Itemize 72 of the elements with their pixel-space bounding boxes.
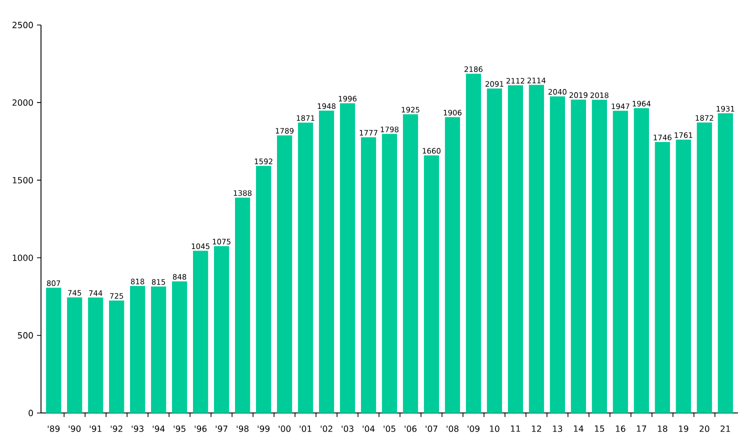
y-tick-label: 1500 [12, 176, 33, 184]
bar [67, 297, 82, 413]
bar [193, 250, 208, 413]
y-tick-label: 1000 [12, 254, 33, 261]
bar [46, 288, 62, 413]
x-tick-label: '92 [110, 426, 122, 432]
x-tick-label: '89 [48, 426, 60, 432]
x-tick-label: '91 [90, 426, 102, 432]
bar [298, 122, 314, 413]
bar [444, 117, 460, 413]
x-tick-label: '94 [152, 426, 165, 432]
x-tick-label: 21 [720, 426, 730, 432]
bar [88, 298, 104, 413]
x-tick-label: 17 [636, 426, 646, 432]
bar [676, 140, 691, 413]
y-tick-label: 2000 [12, 99, 33, 106]
bar [612, 110, 628, 413]
bar [172, 281, 188, 413]
bar [318, 110, 334, 413]
x-tick-label: '09 [468, 426, 480, 432]
bar [696, 122, 712, 413]
x-tick-label: 14 [574, 426, 584, 432]
y-tick-label: 500 [18, 332, 33, 339]
x-tick-label: 15 [595, 426, 604, 432]
bar [130, 286, 146, 413]
x-tick-label: '04 [362, 426, 375, 432]
bar [634, 108, 649, 413]
x-tick-label: '08 [446, 426, 458, 432]
bar [466, 74, 482, 413]
bar [550, 96, 566, 413]
bar [214, 246, 230, 413]
bar [340, 103, 356, 413]
x-tick-label: 10 [490, 426, 500, 432]
x-tick-label: '93 [132, 426, 144, 432]
x-tick-label: '05 [384, 426, 396, 432]
y-tick-label: 2500 [12, 22, 33, 28]
x-tick-label: '00 [278, 426, 291, 432]
x-tick-label: 13 [553, 426, 562, 432]
x-tick-label: '98 [236, 426, 249, 432]
x-tick-label: '99 [258, 426, 270, 432]
x-tick-label: '02 [320, 426, 332, 432]
bar [718, 113, 733, 413]
x-tick-label: '01 [300, 426, 312, 432]
x-tick-label: 16 [616, 426, 626, 432]
bar [402, 114, 418, 413]
bar [654, 142, 670, 413]
bar [424, 155, 440, 413]
bar [592, 100, 608, 413]
bar [276, 135, 292, 413]
bar [382, 134, 398, 413]
bar [570, 100, 586, 413]
bar [234, 198, 250, 413]
bar [151, 286, 166, 413]
bar [256, 166, 272, 413]
x-tick-label: 19 [678, 426, 688, 432]
y-tick-label: 0 [28, 410, 33, 416]
bar [486, 88, 502, 413]
bar [360, 137, 376, 413]
x-tick-label: 11 [511, 426, 520, 432]
x-tick-label: 18 [658, 426, 668, 432]
x-tick-label: '96 [194, 426, 207, 432]
bar [528, 84, 544, 413]
x-tick-label: '03 [342, 426, 354, 432]
bar [508, 85, 524, 413]
x-tick-label: 20 [700, 426, 710, 432]
x-tick-label: '07 [426, 426, 438, 432]
x-tick-label: '97 [216, 426, 228, 432]
x-tick-label: '95 [174, 426, 186, 432]
x-tick-label: '90 [68, 426, 81, 432]
bar [109, 300, 124, 413]
x-tick-label: 12 [532, 426, 542, 432]
x-tick-label: '06 [404, 426, 417, 432]
